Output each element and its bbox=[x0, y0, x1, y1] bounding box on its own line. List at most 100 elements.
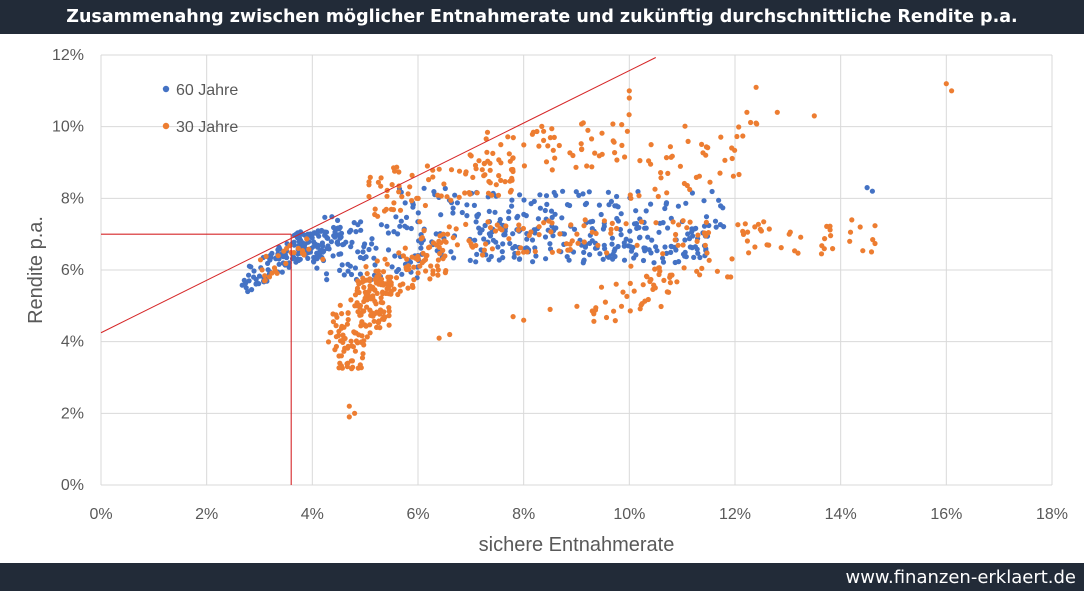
point-30 bbox=[567, 246, 573, 253]
point-30 bbox=[378, 295, 384, 301]
point-30 bbox=[334, 314, 340, 320]
point-60 bbox=[256, 281, 262, 287]
point-30 bbox=[487, 167, 493, 173]
point-60 bbox=[635, 189, 641, 195]
x-tick-label: 12% bbox=[719, 506, 751, 523]
point-30 bbox=[684, 182, 690, 189]
point-60 bbox=[337, 267, 343, 273]
point-30 bbox=[653, 220, 659, 226]
point-60 bbox=[675, 203, 682, 209]
point-60 bbox=[521, 197, 527, 203]
point-60 bbox=[621, 240, 627, 246]
point-30 bbox=[391, 286, 397, 292]
point-30 bbox=[819, 243, 825, 249]
point-30 bbox=[703, 219, 710, 225]
point-30 bbox=[573, 164, 579, 170]
point-60 bbox=[683, 200, 689, 206]
point-30 bbox=[391, 200, 397, 206]
point-30 bbox=[386, 284, 392, 291]
point-30 bbox=[403, 265, 409, 271]
point-30 bbox=[589, 164, 595, 170]
point-30 bbox=[637, 306, 643, 312]
point-30 bbox=[626, 112, 632, 118]
point-30 bbox=[484, 149, 490, 155]
x-tick-label: 10% bbox=[613, 506, 645, 523]
point-30 bbox=[827, 227, 833, 233]
point-30 bbox=[352, 292, 359, 298]
point-30 bbox=[410, 284, 416, 290]
point-60 bbox=[509, 197, 515, 203]
point-60 bbox=[663, 201, 669, 207]
point-30 bbox=[510, 314, 516, 320]
point-30 bbox=[515, 250, 521, 256]
point-60 bbox=[369, 236, 375, 242]
point-30 bbox=[345, 345, 351, 351]
point-30 bbox=[466, 238, 472, 244]
point-30 bbox=[257, 257, 264, 263]
point-30 bbox=[428, 263, 434, 269]
point-60 bbox=[614, 193, 620, 200]
point-60 bbox=[318, 228, 324, 234]
point-30 bbox=[725, 274, 731, 280]
point-30 bbox=[680, 242, 686, 248]
point-30 bbox=[541, 220, 547, 226]
point-30 bbox=[405, 285, 411, 291]
point-60 bbox=[512, 243, 518, 250]
point-30 bbox=[374, 274, 380, 280]
point-60 bbox=[709, 188, 715, 195]
point-60 bbox=[326, 246, 332, 252]
point-60 bbox=[537, 192, 543, 198]
point-30 bbox=[373, 268, 379, 274]
point-30 bbox=[330, 319, 336, 325]
point-30 bbox=[435, 272, 441, 278]
point-60 bbox=[587, 219, 594, 225]
point-30 bbox=[556, 248, 562, 254]
point-30 bbox=[352, 410, 358, 416]
point-60 bbox=[320, 243, 326, 249]
point-30 bbox=[655, 193, 661, 200]
point-30 bbox=[505, 134, 511, 140]
point-30 bbox=[730, 173, 737, 179]
point-30 bbox=[619, 142, 625, 148]
point-60 bbox=[608, 198, 615, 205]
point-30 bbox=[496, 157, 502, 163]
point-60 bbox=[609, 235, 616, 241]
point-60 bbox=[523, 213, 529, 219]
point-30 bbox=[626, 95, 632, 101]
point-60 bbox=[691, 254, 697, 260]
point-30 bbox=[619, 122, 625, 128]
point-30 bbox=[658, 303, 664, 310]
point-30 bbox=[592, 307, 599, 313]
point-30 bbox=[695, 232, 701, 238]
point-30 bbox=[484, 129, 491, 135]
point-30 bbox=[389, 182, 395, 188]
point-30 bbox=[414, 195, 420, 201]
point-30 bbox=[346, 403, 352, 409]
point-30 bbox=[456, 168, 463, 174]
point-30 bbox=[423, 268, 429, 274]
point-30 bbox=[341, 324, 347, 330]
point-60 bbox=[243, 285, 249, 291]
point-30 bbox=[383, 206, 389, 212]
point-30 bbox=[656, 271, 662, 278]
point-30 bbox=[868, 249, 875, 255]
point-30 bbox=[414, 256, 421, 263]
point-60 bbox=[609, 241, 615, 247]
point-60 bbox=[571, 226, 578, 232]
point-30 bbox=[440, 256, 446, 262]
point-30 bbox=[949, 88, 955, 94]
point-30 bbox=[598, 284, 605, 290]
point-60 bbox=[701, 198, 707, 204]
point-60 bbox=[718, 203, 724, 209]
x-tick-label: 18% bbox=[1036, 506, 1068, 523]
point-30 bbox=[394, 164, 400, 170]
point-30 bbox=[360, 351, 366, 357]
point-30 bbox=[503, 223, 509, 229]
data-points bbox=[239, 81, 955, 420]
point-30 bbox=[434, 263, 440, 269]
point-60 bbox=[464, 213, 470, 219]
point-30 bbox=[506, 236, 512, 242]
point-30 bbox=[744, 109, 750, 115]
point-30 bbox=[740, 231, 747, 237]
point-60 bbox=[506, 215, 512, 221]
